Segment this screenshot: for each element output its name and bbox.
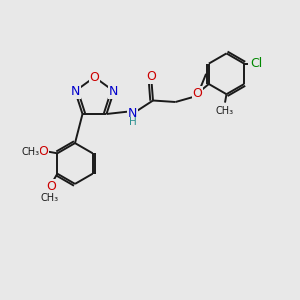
Text: O: O xyxy=(193,86,202,100)
Text: H: H xyxy=(129,117,136,128)
Text: N: N xyxy=(128,107,137,120)
Text: Cl: Cl xyxy=(250,57,263,70)
Text: O: O xyxy=(39,145,49,158)
Text: CH₃: CH₃ xyxy=(21,147,39,158)
Text: O: O xyxy=(147,70,156,83)
Text: CH₃: CH₃ xyxy=(40,193,58,203)
Text: N: N xyxy=(109,85,119,98)
Text: N: N xyxy=(70,85,80,98)
Text: O: O xyxy=(90,70,99,84)
Text: O: O xyxy=(46,180,56,193)
Text: CH₃: CH₃ xyxy=(216,106,234,116)
